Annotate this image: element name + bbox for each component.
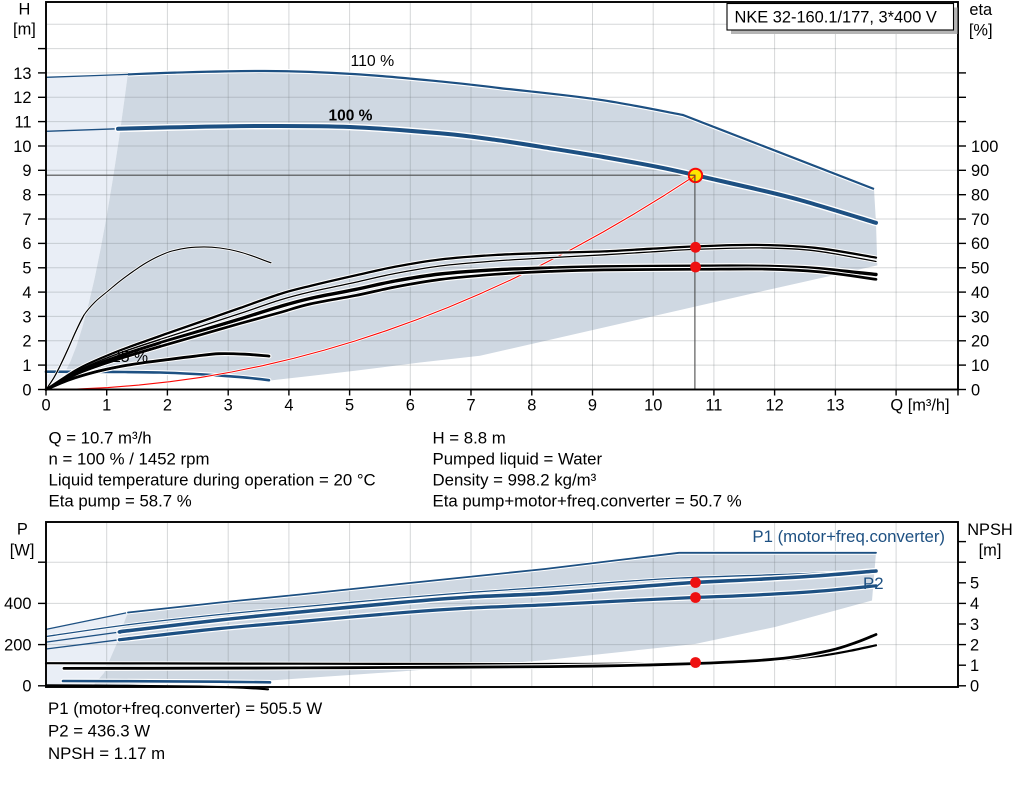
- svg-text:9: 9: [588, 397, 597, 415]
- svg-text:eta: eta: [969, 1, 993, 19]
- svg-text:5: 5: [970, 575, 979, 593]
- svg-text:H: H: [18, 1, 30, 19]
- svg-text:Pumped liquid = Water: Pumped liquid = Water: [433, 450, 603, 469]
- svg-text:[%]: [%]: [969, 21, 993, 39]
- svg-text:11: 11: [705, 397, 722, 415]
- svg-text:4: 4: [970, 595, 979, 613]
- svg-text:8: 8: [22, 187, 31, 205]
- svg-text:5: 5: [345, 397, 354, 415]
- svg-text:0: 0: [22, 678, 31, 696]
- svg-text:Q [m³/h]: Q [m³/h]: [890, 397, 949, 415]
- svg-text:NKE 32-160.1/177, 3*400 V: NKE 32-160.1/177, 3*400 V: [735, 9, 937, 27]
- svg-text:200: 200: [4, 636, 31, 654]
- svg-text:6: 6: [406, 397, 415, 415]
- svg-text:100 %: 100 %: [329, 108, 373, 125]
- svg-text:60: 60: [971, 235, 989, 253]
- svg-text:4: 4: [22, 284, 31, 302]
- svg-text:50: 50: [971, 260, 989, 278]
- svg-text:0: 0: [41, 397, 50, 415]
- svg-text:[W]: [W]: [10, 541, 35, 559]
- svg-text:Eta pump+motor+freq.converter: Eta pump+motor+freq.converter = 50.7 %: [433, 492, 742, 511]
- svg-text:10: 10: [644, 397, 662, 415]
- svg-text:[m]: [m]: [13, 21, 36, 39]
- svg-text:20: 20: [971, 333, 989, 351]
- svg-text:1: 1: [970, 657, 979, 675]
- svg-text:13: 13: [13, 65, 31, 83]
- svg-text:70: 70: [971, 211, 989, 229]
- svg-text:100: 100: [971, 138, 998, 156]
- svg-text:400: 400: [4, 595, 31, 613]
- svg-text:40: 40: [971, 284, 989, 302]
- svg-text:0: 0: [970, 678, 979, 696]
- svg-text:P1 (motor+freq.converter) = 50: P1 (motor+freq.converter) = 505.5 W: [48, 699, 322, 718]
- svg-text:11: 11: [14, 113, 31, 131]
- svg-text:2: 2: [970, 636, 979, 654]
- svg-text:90: 90: [971, 162, 989, 180]
- svg-text:7: 7: [466, 397, 475, 415]
- svg-text:1: 1: [22, 357, 31, 375]
- svg-text:0: 0: [971, 381, 980, 399]
- svg-text:NPSH: NPSH: [967, 521, 1013, 539]
- svg-text:n = 100 % / 1452 rpm: n = 100 % / 1452 rpm: [49, 450, 210, 469]
- svg-text:10: 10: [13, 138, 31, 156]
- svg-text:8: 8: [527, 397, 536, 415]
- svg-text:30: 30: [971, 308, 989, 326]
- svg-text:7: 7: [22, 211, 31, 229]
- svg-text:12: 12: [13, 89, 31, 107]
- svg-text:2: 2: [22, 333, 31, 351]
- svg-text:1: 1: [102, 397, 111, 415]
- svg-text:12: 12: [766, 397, 784, 415]
- svg-text:Q = 10.7 m³/h: Q = 10.7 m³/h: [49, 429, 152, 448]
- svg-text:NPSH = 1.17 m: NPSH = 1.17 m: [48, 744, 165, 763]
- svg-text:4: 4: [284, 397, 293, 415]
- svg-text:9: 9: [22, 162, 31, 180]
- svg-text:P: P: [17, 521, 28, 539]
- svg-text:110 %: 110 %: [351, 53, 395, 70]
- svg-text:P1 (motor+freq.converter): P1 (motor+freq.converter): [752, 527, 945, 546]
- svg-text:[m]: [m]: [979, 541, 1002, 559]
- svg-text:3: 3: [224, 397, 233, 415]
- svg-text:6: 6: [22, 235, 31, 253]
- svg-text:5: 5: [22, 260, 31, 278]
- svg-text:13: 13: [826, 397, 844, 415]
- svg-text:2: 2: [163, 397, 172, 415]
- svg-text:Density = 998.2 kg/m³: Density = 998.2 kg/m³: [433, 471, 597, 490]
- svg-text:3: 3: [970, 616, 979, 634]
- svg-text:H = 8.8 m: H = 8.8 m: [433, 429, 506, 448]
- svg-text:80: 80: [971, 187, 989, 205]
- svg-text:10: 10: [971, 357, 989, 375]
- svg-text:Liquid temperature during oper: Liquid temperature during operation = 20…: [49, 471, 376, 490]
- svg-text:25 %: 25 %: [112, 349, 148, 366]
- svg-text:Eta pump = 58.7 %: Eta pump = 58.7 %: [49, 492, 192, 511]
- svg-text:P2 = 436.3 W: P2 = 436.3 W: [48, 721, 150, 740]
- svg-text:P2: P2: [863, 574, 884, 593]
- svg-text:3: 3: [22, 308, 31, 326]
- svg-text:0: 0: [22, 381, 31, 399]
